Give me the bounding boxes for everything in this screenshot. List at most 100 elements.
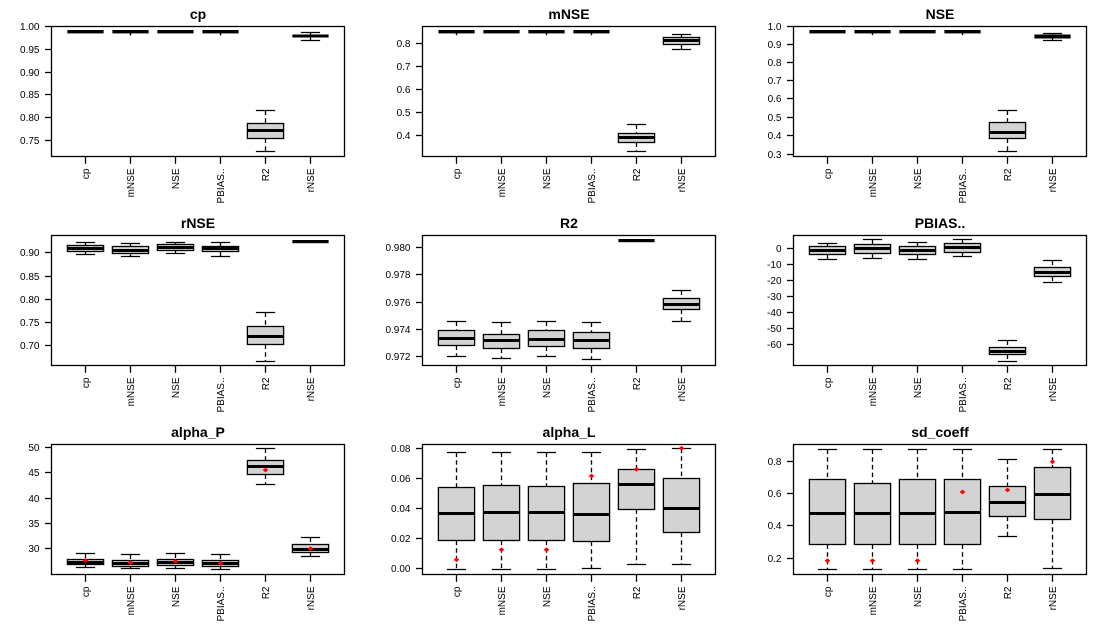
svg-text:0.8: 0.8: [768, 58, 782, 69]
svg-text:cp: cp: [823, 586, 834, 597]
svg-text:1.0: 1.0: [768, 22, 782, 33]
svg-text:PBIAS..: PBIAS..: [216, 587, 227, 622]
svg-text:-50: -50: [767, 324, 782, 335]
svg-text:NSE: NSE: [171, 586, 182, 607]
svg-text:-10: -10: [767, 260, 782, 271]
svg-text:NSE: NSE: [542, 586, 553, 607]
svg-text:cp: cp: [452, 586, 463, 597]
svg-text:R2: R2: [632, 168, 643, 181]
svg-text:NSE: NSE: [542, 168, 553, 189]
svg-text:0.4: 0.4: [397, 131, 411, 142]
svg-text:PBIAS..: PBIAS..: [587, 587, 598, 622]
svg-text:alpha_L: alpha_L: [543, 424, 596, 440]
svg-text:NSE: NSE: [913, 168, 924, 189]
svg-text:mNSE: mNSE: [497, 168, 508, 197]
svg-text:R2: R2: [560, 215, 578, 231]
svg-text:rNSE: rNSE: [677, 377, 688, 401]
svg-text:0.80: 0.80: [20, 295, 40, 306]
svg-text:R2: R2: [261, 168, 272, 181]
svg-text:0.4: 0.4: [768, 521, 782, 532]
svg-text:R2: R2: [1003, 168, 1014, 181]
svg-text:0.90: 0.90: [20, 68, 40, 79]
svg-text:rNSE: rNSE: [677, 168, 688, 192]
svg-text:45: 45: [28, 468, 40, 479]
svg-text:0.06: 0.06: [391, 474, 411, 485]
svg-text:0.3: 0.3: [768, 150, 782, 161]
svg-text:R2: R2: [261, 586, 272, 599]
svg-text:NSE: NSE: [171, 168, 182, 189]
svg-text:-20: -20: [767, 276, 782, 287]
svg-text:0.8: 0.8: [397, 39, 411, 50]
svg-text:R2: R2: [632, 586, 643, 599]
svg-text:rNSE: rNSE: [306, 377, 317, 401]
svg-text:NSE: NSE: [926, 6, 955, 22]
svg-text:mNSE: mNSE: [126, 377, 137, 406]
svg-text:0.85: 0.85: [20, 272, 40, 283]
svg-text:mNSE: mNSE: [548, 6, 589, 22]
svg-text:0.972: 0.972: [385, 352, 410, 363]
svg-text:mNSE: mNSE: [497, 586, 508, 615]
svg-text:-30: -30: [767, 292, 782, 303]
svg-text:0.2: 0.2: [768, 554, 782, 565]
svg-text:0.5: 0.5: [768, 113, 782, 124]
svg-text:cp: cp: [81, 168, 92, 179]
svg-text:rNSE: rNSE: [181, 215, 215, 231]
svg-text:cp: cp: [452, 168, 463, 179]
svg-text:0.75: 0.75: [20, 136, 40, 147]
svg-text:mNSE: mNSE: [868, 377, 879, 406]
svg-text:0.85: 0.85: [20, 90, 40, 101]
svg-text:0.976: 0.976: [385, 298, 410, 309]
svg-text:NSE: NSE: [171, 377, 182, 398]
svg-text:0.70: 0.70: [20, 341, 40, 352]
svg-text:PBIAS..: PBIAS..: [915, 215, 966, 231]
svg-text:PBIAS..: PBIAS..: [216, 169, 227, 204]
svg-text:cp: cp: [81, 377, 92, 388]
svg-text:PBIAS..: PBIAS..: [587, 378, 598, 413]
svg-text:0.6: 0.6: [397, 85, 411, 96]
svg-text:rNSE: rNSE: [1048, 168, 1059, 192]
svg-text:0.980: 0.980: [385, 243, 410, 254]
svg-text:NSE: NSE: [913, 586, 924, 607]
svg-text:0.7: 0.7: [397, 62, 411, 73]
svg-text:-40: -40: [767, 308, 782, 319]
svg-text:mNSE: mNSE: [497, 377, 508, 406]
svg-text:0.9: 0.9: [768, 40, 782, 51]
svg-text:R2: R2: [1003, 377, 1014, 390]
svg-text:0.90: 0.90: [20, 248, 40, 259]
svg-text:PBIAS..: PBIAS..: [958, 169, 969, 204]
svg-text:0.00: 0.00: [391, 564, 411, 575]
svg-text:rNSE: rNSE: [1048, 586, 1059, 610]
svg-text:0.5: 0.5: [397, 108, 411, 119]
svg-text:30: 30: [28, 544, 40, 555]
svg-text:0.6: 0.6: [768, 489, 782, 500]
svg-text:0.02: 0.02: [391, 534, 411, 545]
svg-text:0.7: 0.7: [768, 76, 782, 87]
svg-text:0.04: 0.04: [391, 504, 411, 515]
svg-text:cp: cp: [823, 377, 834, 388]
svg-text:cp: cp: [452, 377, 463, 388]
svg-text:35: 35: [28, 519, 40, 530]
svg-text:PBIAS..: PBIAS..: [216, 378, 227, 413]
svg-text:0.08: 0.08: [391, 444, 411, 455]
svg-text:40: 40: [28, 494, 40, 505]
svg-text:0.978: 0.978: [385, 270, 410, 281]
svg-text:mNSE: mNSE: [126, 168, 137, 197]
svg-text:NSE: NSE: [542, 377, 553, 398]
svg-text:rNSE: rNSE: [306, 586, 317, 610]
svg-text:PBIAS..: PBIAS..: [958, 378, 969, 413]
svg-text:0: 0: [776, 244, 782, 255]
svg-text:PBIAS..: PBIAS..: [958, 587, 969, 622]
svg-text:cp: cp: [190, 6, 206, 22]
svg-text:cp: cp: [823, 168, 834, 179]
svg-text:rNSE: rNSE: [1048, 377, 1059, 401]
svg-text:0.974: 0.974: [385, 325, 410, 336]
svg-text:alpha_P: alpha_P: [171, 424, 225, 440]
svg-text:R2: R2: [632, 377, 643, 390]
svg-text:rNSE: rNSE: [677, 586, 688, 610]
svg-text:mNSE: mNSE: [126, 586, 137, 615]
svg-text:rNSE: rNSE: [306, 168, 317, 192]
svg-text:NSE: NSE: [913, 377, 924, 398]
svg-text:0.8: 0.8: [768, 457, 782, 468]
svg-text:sd_coeff: sd_coeff: [911, 424, 969, 440]
svg-text:50: 50: [28, 443, 40, 454]
